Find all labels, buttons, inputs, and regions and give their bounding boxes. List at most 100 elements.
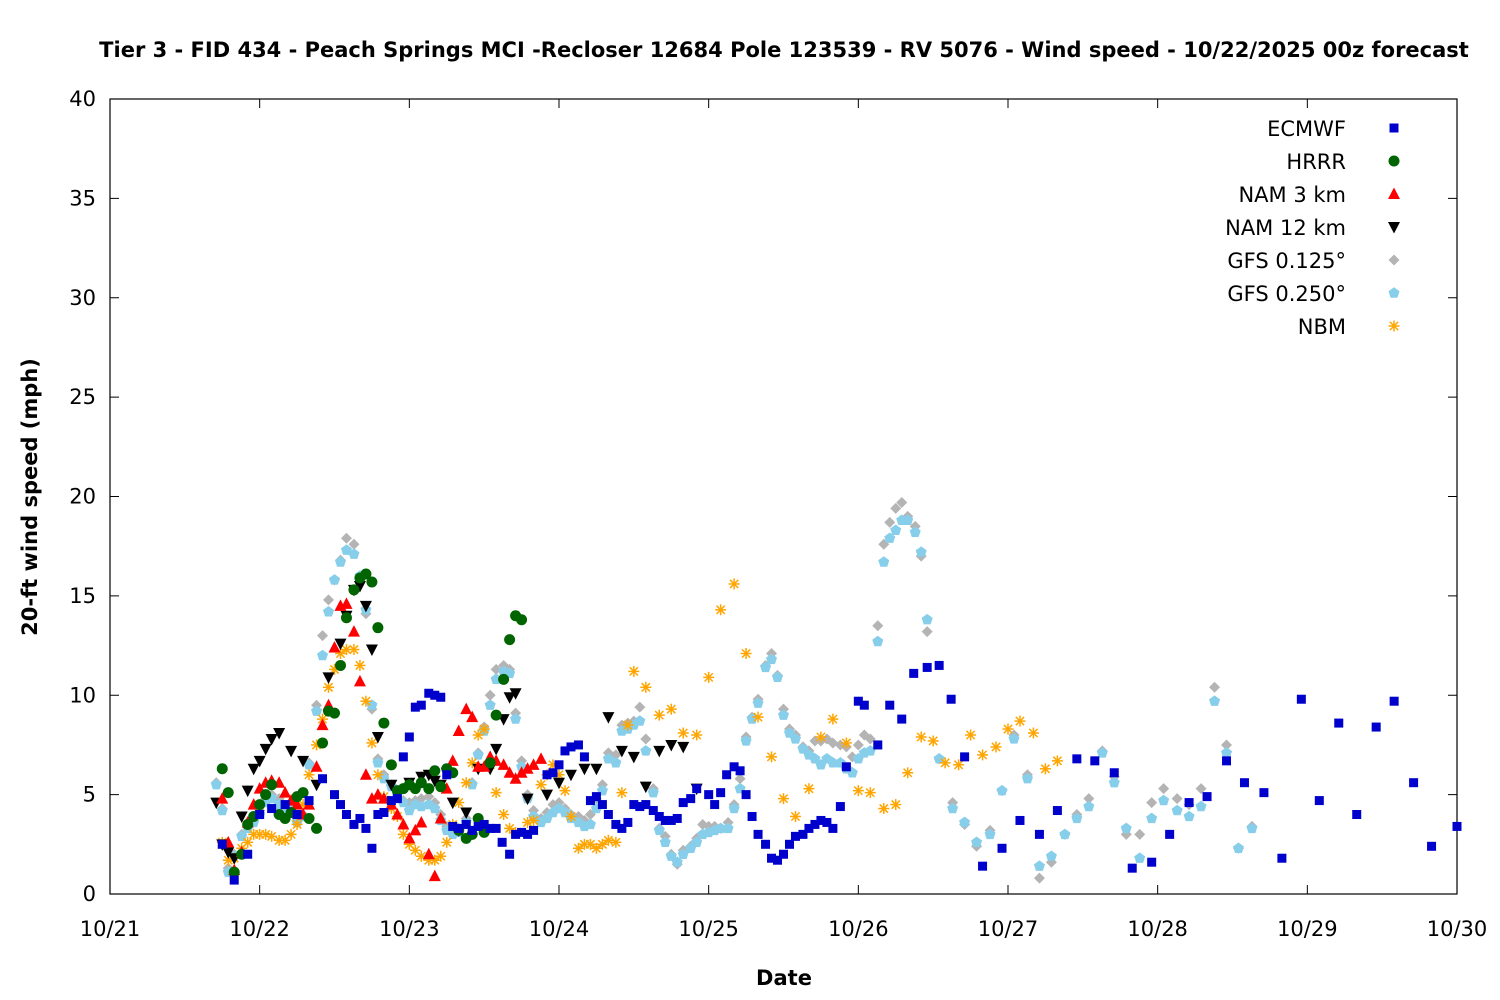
data-point [317, 737, 329, 749]
data-point [285, 828, 297, 840]
data-point [753, 829, 763, 839]
data-point [329, 707, 340, 719]
data-point [505, 849, 515, 859]
data-point [578, 763, 591, 776]
data-point [789, 733, 801, 744]
data-point [253, 755, 266, 768]
legend-marker [1388, 254, 1400, 266]
data-point [1146, 797, 1158, 809]
data-point [909, 526, 921, 537]
data-point [703, 671, 715, 683]
data-point [498, 673, 510, 685]
data-point [424, 688, 434, 698]
data-point [1222, 756, 1232, 766]
data-point [348, 538, 360, 550]
x-tick-label: 10/27 [978, 917, 1039, 941]
data-point [490, 743, 503, 756]
data-point [627, 751, 640, 764]
data-point [535, 752, 548, 764]
data-point [541, 789, 554, 802]
legend-marker [1388, 222, 1400, 234]
data-point [902, 767, 914, 779]
data-point [1033, 872, 1045, 884]
y-tick-label: 15 [69, 584, 96, 608]
data-point [828, 823, 838, 833]
data-point [1165, 829, 1175, 839]
data-point [467, 825, 477, 835]
data-point [890, 524, 902, 535]
data-point [341, 810, 351, 819]
data-point [585, 796, 595, 806]
data-point [610, 757, 622, 768]
data-point [310, 760, 323, 772]
data-point [790, 831, 800, 841]
data-point [728, 802, 740, 814]
data-point [640, 681, 652, 693]
x-tick-label: 10/23 [379, 917, 440, 941]
data-point [766, 653, 778, 665]
x-axis: 10/21 10/22 10/23 10/24 10/25 10/26 10/27 10/28… [80, 99, 1487, 941]
data-point [517, 827, 527, 837]
data-point [722, 822, 734, 834]
data-point [1277, 853, 1287, 863]
data-point [216, 804, 228, 816]
y-tick-label: 10 [69, 683, 96, 707]
data-point [773, 855, 783, 865]
data-point [347, 625, 360, 637]
data-point [741, 790, 751, 800]
data-point [429, 802, 441, 814]
data-point [1052, 806, 1062, 816]
legend-marker [1388, 155, 1400, 167]
data-point [373, 810, 383, 819]
data-point [435, 781, 447, 793]
data-point [267, 804, 277, 814]
data-point [291, 818, 303, 830]
data-point [228, 866, 240, 878]
data-point [1314, 796, 1324, 806]
data-point [516, 614, 528, 626]
data-point [255, 810, 265, 819]
y-tick-label: 20 [69, 485, 96, 509]
data-point [243, 849, 253, 859]
data-point [372, 622, 384, 634]
data-point [554, 760, 564, 770]
data-point [996, 784, 1008, 796]
data-point [603, 810, 613, 819]
data-point [428, 775, 441, 788]
data-point [852, 739, 864, 751]
data-point [1083, 800, 1095, 812]
data-point [366, 576, 378, 588]
data-point [716, 788, 726, 798]
data-point [641, 800, 651, 810]
data-point [1033, 860, 1045, 871]
data-point [654, 811, 664, 821]
data-point [1059, 828, 1071, 840]
data-point [1183, 810, 1195, 822]
data-point [392, 794, 402, 804]
data-point [247, 763, 260, 776]
data-point [841, 762, 851, 772]
data-point [789, 810, 801, 822]
data-point [434, 811, 447, 824]
chart-title: Tier 3 - FID 434 - Peach Springs MCI -Re… [99, 38, 1469, 62]
data-point [1134, 828, 1146, 840]
data-point [430, 690, 440, 700]
data-point [728, 578, 740, 590]
data-point [323, 605, 335, 617]
data-point [779, 849, 788, 859]
data-point [535, 779, 547, 791]
data-point [280, 800, 290, 810]
data-point [491, 823, 501, 833]
data-point [360, 568, 372, 580]
data-point [977, 749, 989, 761]
data-point [523, 829, 533, 839]
data-point [915, 546, 927, 557]
data-point [872, 620, 884, 632]
data-point [1014, 715, 1026, 727]
data-point [241, 785, 254, 798]
data-point [735, 766, 745, 776]
data-point [323, 681, 335, 693]
data-point [254, 799, 266, 811]
data-point [761, 839, 771, 849]
